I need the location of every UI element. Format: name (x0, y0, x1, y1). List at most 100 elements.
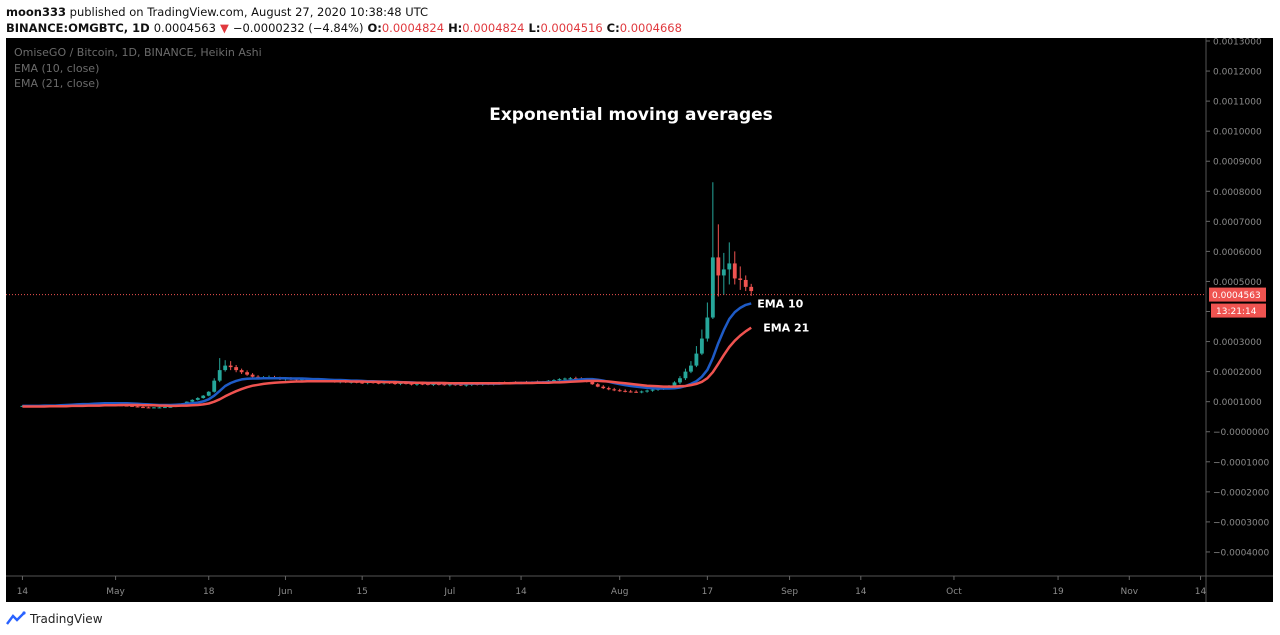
candle-body (716, 257, 721, 276)
y-tick-label: −0.0003000 (1213, 518, 1269, 528)
candle (606, 386, 611, 391)
candle-body (415, 383, 419, 385)
candle-body (678, 378, 682, 383)
y-tick-label: 0.0006000 (1213, 248, 1262, 258)
candle (234, 365, 239, 373)
y-tick-label: −0.0000000 (1213, 428, 1269, 438)
candle-body (590, 381, 595, 385)
candle (710, 182, 715, 320)
candle-body (705, 317, 710, 339)
candle (738, 266, 743, 290)
candle-body (738, 278, 743, 280)
candle-body (458, 384, 463, 386)
candle-body (595, 384, 600, 387)
candle (223, 360, 228, 372)
candle-body (239, 370, 244, 373)
candle (157, 406, 162, 409)
candle-body (743, 279, 748, 287)
candle (152, 407, 156, 409)
candle-body (250, 374, 255, 377)
chart-canvas[interactable]: 0.0013000 0.0012000 0.0011000 0.0010000 0.00… (6, 38, 1273, 602)
candle (727, 242, 732, 285)
chart-area[interactable]: 0.0013000 0.0012000 0.0011000 0.0010000 0.00… (6, 38, 1273, 602)
candle (250, 373, 255, 378)
candle (699, 329, 704, 356)
x-tick-label: 14 (1195, 587, 1207, 597)
y-tick-label: 0.0009000 (1213, 158, 1262, 168)
author-name[interactable]: moon333 (6, 5, 66, 19)
candle-body (157, 407, 162, 409)
candle-body (245, 372, 250, 375)
y-tick-label: 0.0010000 (1213, 128, 1262, 138)
candle (639, 390, 644, 394)
ema10-line[interactable] (22, 302, 752, 408)
x-tick-label: Jul (443, 587, 455, 597)
candle-body (206, 391, 211, 396)
ema10-annotation: EMA 10 (757, 297, 803, 310)
tradingview-logo-icon[interactable] (6, 611, 26, 627)
low-value: 0.0004516 (540, 21, 603, 35)
candle-body (645, 390, 650, 392)
high-value: 0.0004824 (462, 21, 525, 35)
candle (721, 252, 726, 295)
x-tick-label: 18 (203, 587, 215, 597)
candle-body (699, 338, 704, 354)
y-tick-label: 0.0013000 (1213, 38, 1262, 48)
candle-body (228, 365, 233, 368)
candle (678, 376, 682, 385)
candle (612, 387, 617, 392)
candle-body (464, 384, 469, 386)
candle (749, 283, 754, 296)
candle-body (683, 371, 688, 379)
ema21-line[interactable] (22, 326, 752, 408)
candle-body (573, 378, 578, 380)
candle (617, 388, 622, 392)
candle-body (617, 390, 622, 392)
x-tick-label: Oct (946, 587, 962, 597)
candle-body (442, 384, 447, 386)
candle-body (130, 405, 134, 407)
candle-body (135, 406, 140, 408)
x-tick-label: May (106, 587, 125, 597)
y-tick-label: −0.0002000 (1213, 488, 1269, 498)
x-tick-label: 14 (855, 587, 867, 597)
candle-body (393, 383, 397, 385)
countdown-label: 13:21:14 (1216, 307, 1257, 317)
candle-body (672, 382, 677, 387)
x-tick-label: Nov (1120, 587, 1138, 597)
candle-body (606, 388, 611, 390)
candle-body (234, 367, 239, 371)
legend-title: OmiseGO / Bitcoin, 1D, BINANCE, Heikin A… (14, 46, 262, 59)
candle (217, 358, 222, 383)
candle-body (634, 391, 639, 393)
candle-body (552, 380, 556, 382)
candle-body (436, 383, 441, 385)
candle (245, 370, 250, 376)
candle (694, 346, 699, 368)
candle-body (360, 382, 365, 384)
candle-body (217, 370, 222, 381)
price-change: −0.0000232 (−4.84%) (232, 21, 364, 35)
x-tick-label: 14 (515, 587, 527, 597)
symbol-info: BINANCE:OMGBTC, 1D 0.0004563 ▼ −0.000023… (6, 21, 682, 35)
candle-body (141, 407, 145, 409)
candle (628, 389, 633, 393)
candle-body (376, 382, 381, 384)
candle-body (628, 391, 633, 393)
candle (206, 391, 211, 397)
x-tick-label: 19 (1052, 587, 1064, 597)
candle-body (426, 383, 430, 385)
down-arrow-icon: ▼ (219, 21, 229, 35)
candle-body (223, 365, 228, 371)
footer-brand[interactable]: TradingView (30, 612, 103, 626)
footer: TradingView (6, 609, 103, 629)
candle-body (409, 383, 414, 385)
candle (141, 406, 145, 409)
y-tick-label: 0.0007000 (1213, 218, 1262, 228)
candle-body (212, 380, 217, 392)
publish-text: published on TradingView.com, August 27,… (69, 5, 429, 19)
candle (683, 368, 688, 381)
candle-body (650, 389, 655, 391)
low-label: L: (528, 21, 541, 35)
candle (146, 406, 151, 409)
